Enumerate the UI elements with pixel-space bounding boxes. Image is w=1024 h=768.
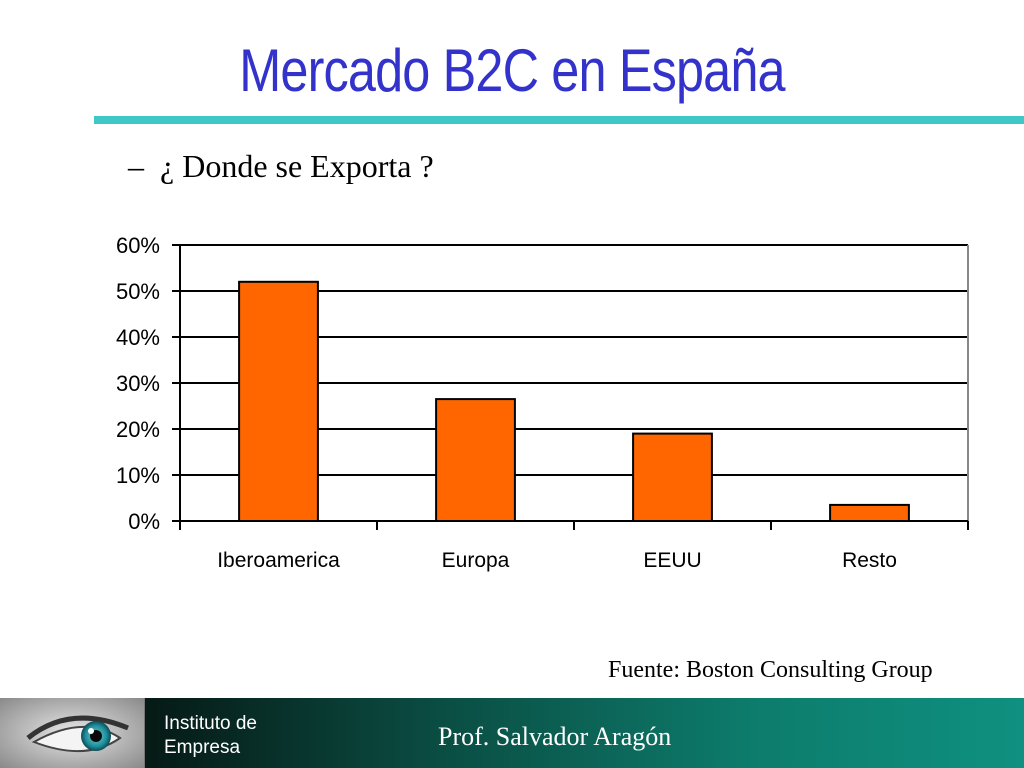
y-tick-label: 50% bbox=[116, 279, 160, 304]
bar-eeuu bbox=[632, 432, 713, 523]
x-tick-label: Iberoamerica bbox=[217, 549, 340, 572]
subtitle-text: ¿ Donde se Exporta ? bbox=[160, 148, 434, 184]
source-note: Fuente: Boston Consulting Group bbox=[608, 657, 933, 683]
eye-icon bbox=[0, 698, 144, 768]
bar-chart: 0% 10% 20% 30% 40% 50% 60% Iberoamerica Europa EE… bbox=[116, 233, 969, 572]
institute-line1: Instituto de bbox=[164, 713, 257, 734]
y-tick-label: 60% bbox=[116, 233, 160, 258]
y-tick-label: 30% bbox=[116, 371, 160, 396]
footer-bar: Instituto de Empresa Prof. Salvador Arag… bbox=[0, 698, 1024, 768]
institute-line2: Empresa bbox=[164, 737, 241, 758]
professor-name: Prof. Salvador Aragón bbox=[438, 722, 672, 751]
slide-title: Mercado B2C en España bbox=[239, 37, 785, 104]
institute-name: Instituto de Empresa bbox=[164, 712, 257, 760]
y-tick-label: 20% bbox=[116, 417, 160, 442]
x-tick-label: Resto bbox=[842, 549, 897, 572]
subtitle: – ¿ Donde se Exporta ? bbox=[128, 148, 434, 185]
x-tick-label: EEUU bbox=[643, 549, 701, 572]
y-tick-label: 0% bbox=[128, 509, 160, 534]
bar-iberoamerica bbox=[238, 280, 319, 522]
y-tick-label: 10% bbox=[116, 463, 160, 488]
title-underline bbox=[94, 116, 1024, 124]
bullet-dash: – bbox=[128, 148, 144, 184]
bar-resto bbox=[829, 503, 910, 522]
eye-logo bbox=[0, 698, 145, 768]
y-tick-label: 40% bbox=[116, 325, 160, 350]
x-tick-label: Europa bbox=[442, 549, 510, 572]
bar-europa bbox=[435, 398, 516, 523]
